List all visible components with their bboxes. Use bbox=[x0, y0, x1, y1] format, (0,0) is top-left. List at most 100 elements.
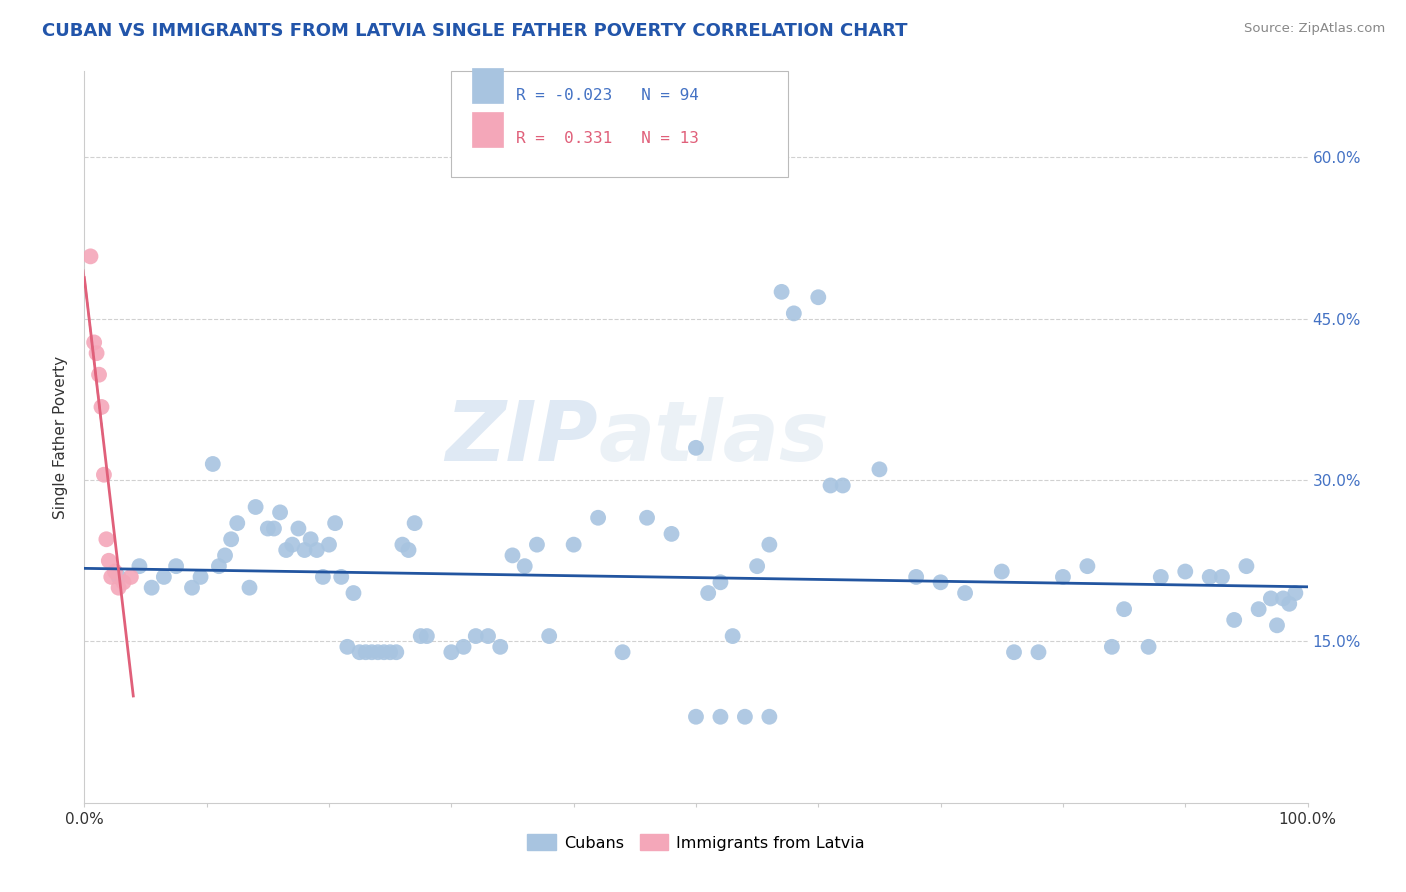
Point bbox=[636, 510, 658, 524]
Point bbox=[991, 565, 1014, 579]
Point bbox=[1137, 640, 1160, 654]
Text: R =  0.331   N = 13: R = 0.331 N = 13 bbox=[516, 130, 699, 145]
Point bbox=[305, 543, 328, 558]
Point bbox=[1101, 640, 1123, 654]
Point bbox=[1150, 570, 1173, 584]
Point bbox=[165, 559, 187, 574]
Point bbox=[257, 521, 280, 535]
Point bbox=[464, 629, 486, 643]
Point bbox=[354, 645, 377, 659]
Point bbox=[96, 533, 118, 547]
Point bbox=[112, 575, 135, 590]
Point bbox=[367, 645, 389, 659]
Point bbox=[783, 306, 806, 320]
Point bbox=[83, 335, 105, 350]
Point bbox=[385, 645, 408, 659]
Point bbox=[90, 400, 112, 414]
Point bbox=[807, 290, 830, 304]
Point bbox=[93, 467, 115, 482]
Point bbox=[287, 521, 309, 535]
Text: ZIP: ZIP bbox=[446, 397, 598, 477]
Point bbox=[86, 346, 108, 360]
Point bbox=[1211, 570, 1233, 584]
Point bbox=[141, 581, 163, 595]
Point bbox=[153, 570, 176, 584]
Point bbox=[513, 559, 536, 574]
Point bbox=[276, 543, 298, 558]
Text: CUBAN VS IMMIGRANTS FROM LATVIA SINGLE FATHER POVERTY CORRELATION CHART: CUBAN VS IMMIGRANTS FROM LATVIA SINGLE F… bbox=[42, 22, 908, 40]
Point bbox=[734, 710, 756, 724]
Point bbox=[238, 581, 260, 595]
Point bbox=[281, 538, 304, 552]
Point bbox=[263, 521, 285, 535]
Point bbox=[336, 640, 359, 654]
Point bbox=[79, 249, 101, 263]
Point bbox=[1223, 613, 1246, 627]
Point bbox=[905, 570, 928, 584]
Point bbox=[953, 586, 976, 600]
Point bbox=[190, 570, 212, 584]
Point bbox=[758, 538, 780, 552]
Point bbox=[685, 710, 707, 724]
Point bbox=[1174, 565, 1197, 579]
Point bbox=[214, 549, 236, 563]
Point bbox=[820, 478, 842, 492]
Point bbox=[373, 645, 395, 659]
Point bbox=[245, 500, 267, 514]
Point bbox=[294, 543, 316, 558]
Point bbox=[709, 575, 731, 590]
Point bbox=[1236, 559, 1258, 574]
Point bbox=[1198, 570, 1220, 584]
Point bbox=[404, 516, 426, 530]
FancyBboxPatch shape bbox=[451, 71, 787, 178]
Point bbox=[107, 581, 129, 595]
Legend: Cubans, Immigrants from Latvia: Cubans, Immigrants from Latvia bbox=[520, 828, 872, 857]
Point bbox=[208, 559, 231, 574]
Point bbox=[226, 516, 249, 530]
Bar bbox=[472, 68, 503, 103]
Point bbox=[526, 538, 548, 552]
Point bbox=[100, 570, 122, 584]
Text: Source: ZipAtlas.com: Source: ZipAtlas.com bbox=[1244, 22, 1385, 36]
Text: R = -0.023   N = 94: R = -0.023 N = 94 bbox=[516, 88, 699, 103]
Point bbox=[1247, 602, 1270, 616]
Point bbox=[562, 538, 585, 552]
Point bbox=[107, 570, 129, 584]
Point bbox=[489, 640, 512, 654]
Point bbox=[104, 565, 127, 579]
Point bbox=[398, 543, 420, 558]
Point bbox=[360, 645, 382, 659]
Y-axis label: Single Father Poverty: Single Father Poverty bbox=[53, 356, 69, 518]
Point bbox=[269, 505, 291, 519]
Point bbox=[685, 441, 707, 455]
Point bbox=[409, 629, 432, 643]
Point bbox=[747, 559, 769, 574]
Point bbox=[453, 640, 475, 654]
Point bbox=[440, 645, 463, 659]
Point bbox=[312, 570, 335, 584]
Point bbox=[538, 629, 561, 643]
Point bbox=[380, 645, 402, 659]
Point bbox=[758, 710, 780, 724]
Point bbox=[477, 629, 499, 643]
Point bbox=[869, 462, 891, 476]
Point bbox=[721, 629, 744, 643]
Point bbox=[87, 368, 110, 382]
Point bbox=[1284, 586, 1306, 600]
Point bbox=[120, 570, 142, 584]
Point bbox=[330, 570, 353, 584]
Point bbox=[181, 581, 204, 595]
Point bbox=[1265, 618, 1288, 632]
Point bbox=[1114, 602, 1136, 616]
Point bbox=[831, 478, 853, 492]
Point bbox=[391, 538, 413, 552]
Point bbox=[349, 645, 371, 659]
Point bbox=[1002, 645, 1025, 659]
Point bbox=[1272, 591, 1295, 606]
Point bbox=[342, 586, 364, 600]
Point bbox=[1028, 645, 1050, 659]
Text: atlas: atlas bbox=[598, 397, 828, 477]
Point bbox=[97, 554, 120, 568]
Point bbox=[128, 559, 150, 574]
Point bbox=[502, 549, 524, 563]
